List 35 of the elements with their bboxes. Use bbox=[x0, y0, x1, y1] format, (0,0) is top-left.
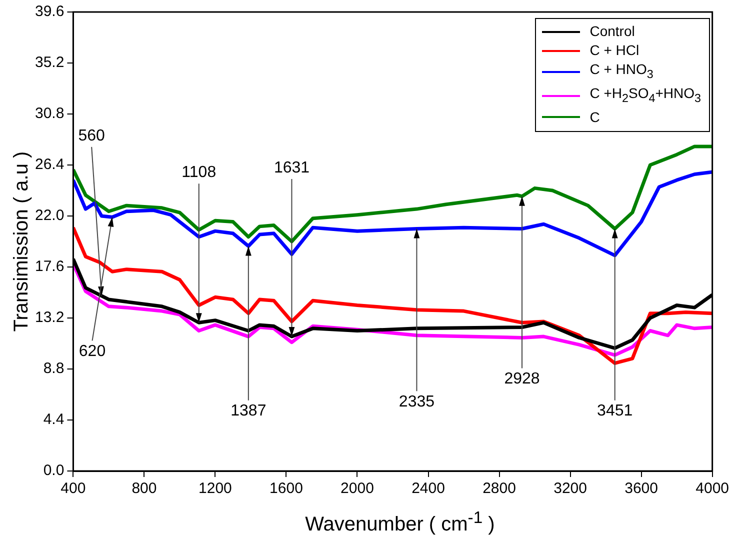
x-tick-label: 1600 bbox=[270, 480, 303, 498]
y-tick-label: 13.2 bbox=[34, 309, 64, 326]
x-tick-label: 3200 bbox=[554, 480, 587, 498]
legend-label: C + HCl bbox=[590, 41, 640, 60]
legend-label: C +H$_{2}$SO$_{4}$+HNO$_{3}$ bbox=[590, 84, 701, 107]
y-tick-label: 4.4 bbox=[43, 411, 64, 428]
x-axis-title: Wavenumber ( cm$^{-1}$ ) bbox=[304, 508, 496, 537]
annotation: 560 bbox=[78, 127, 106, 144]
annotation: 1631 bbox=[274, 159, 310, 176]
y-tick-label: 17.6 bbox=[34, 258, 64, 276]
y-tick-label: 26.4 bbox=[34, 156, 64, 174]
legend-label: C bbox=[590, 108, 600, 127]
annotation: 3451 bbox=[597, 402, 633, 420]
x-tick-label: 2400 bbox=[412, 480, 445, 498]
annotation: 2928 bbox=[504, 370, 540, 388]
annotation: 1108 bbox=[182, 164, 216, 182]
annotation: 1387 bbox=[230, 402, 266, 420]
y-tick-label: 0.0 bbox=[43, 462, 64, 480]
annotation: 2335 bbox=[398, 394, 435, 411]
y-axis-title: Transimission ( a.u ) bbox=[10, 150, 34, 334]
legend-label: C + HNO$_{3}$ bbox=[590, 60, 654, 83]
legend-label: Control bbox=[590, 22, 635, 41]
annotation: 620 bbox=[78, 343, 106, 360]
y-tick-label: 22.0 bbox=[34, 207, 64, 224]
y-tick-label: 8.8 bbox=[43, 360, 64, 378]
x-tick-label: 800 bbox=[132, 480, 157, 498]
x-tick-label: 3600 bbox=[624, 480, 658, 498]
x-tick-label: 4000 bbox=[696, 480, 730, 498]
y-tick-label: 35.2 bbox=[34, 54, 64, 72]
x-tick-label: 400 bbox=[60, 480, 86, 498]
x-tick-label: 1200 bbox=[198, 480, 232, 498]
y-tick-label: 30.8 bbox=[34, 105, 64, 122]
y-tick-label: 39.6 bbox=[34, 3, 64, 20]
x-tick-label: 2800 bbox=[482, 480, 516, 498]
x-tick-label: 2000 bbox=[340, 480, 374, 498]
